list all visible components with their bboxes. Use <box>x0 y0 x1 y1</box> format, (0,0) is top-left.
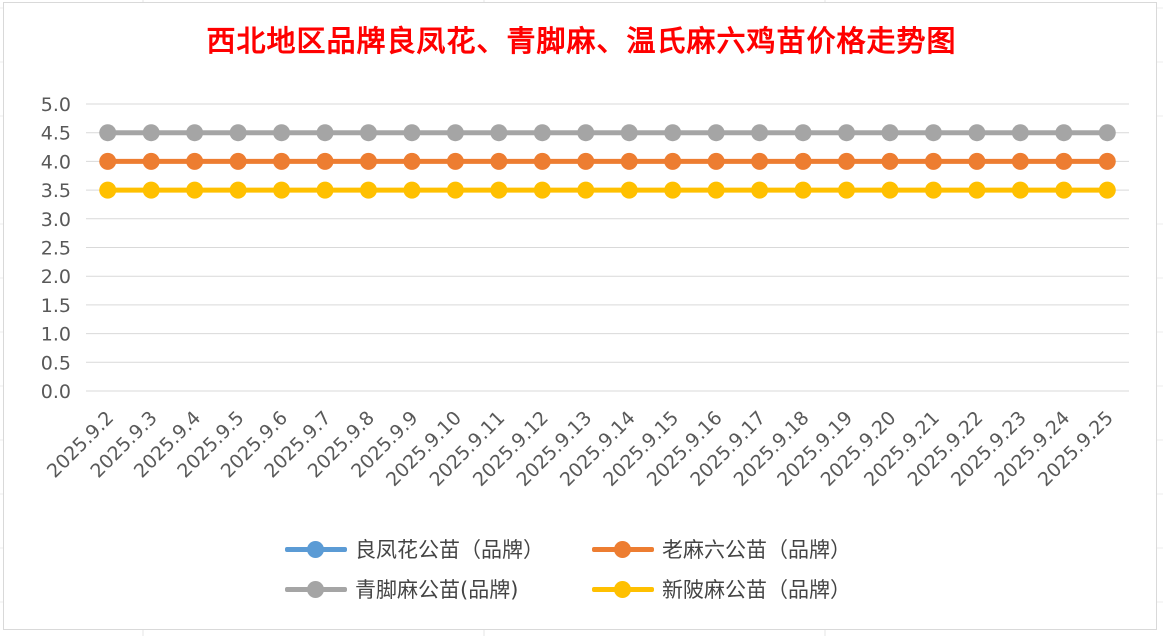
series-point-2 <box>446 124 464 142</box>
series-point-2 <box>99 124 117 142</box>
series-point-2 <box>490 124 508 142</box>
y-tick-label: 2.0 <box>41 266 71 288</box>
series-point-1 <box>838 152 856 170</box>
series-point-2 <box>751 124 769 142</box>
series-point-2 <box>577 124 595 142</box>
legend-item-laomaliu: 老麻六公苗（品牌） <box>592 532 851 566</box>
series-point-1 <box>577 152 595 170</box>
series-point-3 <box>924 181 942 199</box>
legend-swatch-liangfenghua <box>285 532 347 566</box>
series-point-2 <box>229 124 247 142</box>
series-point-3 <box>359 181 377 199</box>
series-point-1 <box>924 152 942 170</box>
series-point-1 <box>359 152 377 170</box>
series-point-3 <box>620 181 638 199</box>
series-point-1 <box>446 152 464 170</box>
series-point-3 <box>99 181 117 199</box>
series-point-1 <box>403 152 421 170</box>
series-point-3 <box>229 181 247 199</box>
series-point-2 <box>359 124 377 142</box>
series-point-2 <box>794 124 812 142</box>
chart-frame[interactable] <box>3 2 1157 630</box>
series-point-1 <box>1098 152 1116 170</box>
series-point-2 <box>1011 124 1029 142</box>
series-point-3 <box>490 181 508 199</box>
series-point-2 <box>273 124 291 142</box>
legend-item-liangfenghua: 良凤花公苗（品牌） <box>285 532 544 566</box>
series-point-3 <box>838 181 856 199</box>
legend-swatch-xinpima <box>592 572 654 606</box>
series-point-2 <box>838 124 856 142</box>
series-point-1 <box>794 152 812 170</box>
series-point-1 <box>186 152 204 170</box>
series-point-3 <box>186 181 204 199</box>
series-point-2 <box>142 124 160 142</box>
series-point-1 <box>751 152 769 170</box>
series-point-2 <box>1055 124 1073 142</box>
series-point-2 <box>186 124 204 142</box>
series-point-2 <box>316 124 334 142</box>
series-point-2 <box>968 124 986 142</box>
series-point-3 <box>664 181 682 199</box>
series-point-3 <box>1098 181 1116 199</box>
legend-label-qingjiaoma: 青脚麻公苗(品牌) <box>355 578 519 602</box>
series-point-3 <box>316 181 334 199</box>
series-point-1 <box>533 152 551 170</box>
y-tick-label: 3.0 <box>41 209 71 231</box>
series-point-1 <box>1011 152 1029 170</box>
series-point-1 <box>273 152 291 170</box>
series-point-3 <box>446 181 464 199</box>
series-point-1 <box>664 152 682 170</box>
series-point-1 <box>1055 152 1073 170</box>
series-point-1 <box>707 152 725 170</box>
series-point-1 <box>99 152 117 170</box>
y-tick-label: 0.0 <box>41 381 71 403</box>
series-point-2 <box>924 124 942 142</box>
series-point-2 <box>533 124 551 142</box>
series-point-3 <box>1055 181 1073 199</box>
series-point-3 <box>273 181 291 199</box>
series-point-3 <box>403 181 421 199</box>
series-point-1 <box>490 152 508 170</box>
series-point-3 <box>707 181 725 199</box>
legend-label-laomaliu: 老麻六公苗（品牌） <box>662 538 851 562</box>
series-point-3 <box>577 181 595 199</box>
y-tick-label: 4.5 <box>41 123 71 145</box>
legend-swatch-qingjiaoma <box>285 572 347 606</box>
series-point-1 <box>316 152 334 170</box>
y-tick-label: 3.5 <box>41 180 71 202</box>
series-point-2 <box>1098 124 1116 142</box>
series-point-3 <box>881 181 899 199</box>
series-point-3 <box>533 181 551 199</box>
y-tick-label: 1.0 <box>41 324 71 346</box>
legend-swatch-laomaliu <box>592 532 654 566</box>
legend-label-xinpima: 新陂麻公苗（品牌） <box>662 578 851 602</box>
legend-item-qingjiaoma: 青脚麻公苗(品牌) <box>285 572 518 606</box>
series-point-1 <box>881 152 899 170</box>
series-point-1 <box>620 152 638 170</box>
series-point-2 <box>881 124 899 142</box>
series-point-3 <box>1011 181 1029 199</box>
series-point-3 <box>751 181 769 199</box>
series-point-1 <box>968 152 986 170</box>
series-point-1 <box>229 152 247 170</box>
legend-item-xinpima: 新陂麻公苗（品牌） <box>592 572 851 606</box>
series-point-1 <box>142 152 160 170</box>
series-point-2 <box>620 124 638 142</box>
y-tick-label: 1.5 <box>41 295 71 317</box>
series-point-2 <box>664 124 682 142</box>
legend-label-liangfenghua: 良凤花公苗（品牌） <box>355 538 544 562</box>
series-point-3 <box>968 181 986 199</box>
series-point-2 <box>403 124 421 142</box>
series-point-3 <box>142 181 160 199</box>
y-tick-label: 5.0 <box>41 94 71 116</box>
y-tick-label: 0.5 <box>41 352 71 374</box>
series-point-2 <box>707 124 725 142</box>
chart-title: 西北地区品牌良凤花、青脚麻、温氏麻六鸡苗价格走势图 <box>206 24 957 58</box>
series-point-3 <box>794 181 812 199</box>
y-tick-label: 4.0 <box>41 151 71 173</box>
y-tick-label: 2.5 <box>41 238 71 260</box>
